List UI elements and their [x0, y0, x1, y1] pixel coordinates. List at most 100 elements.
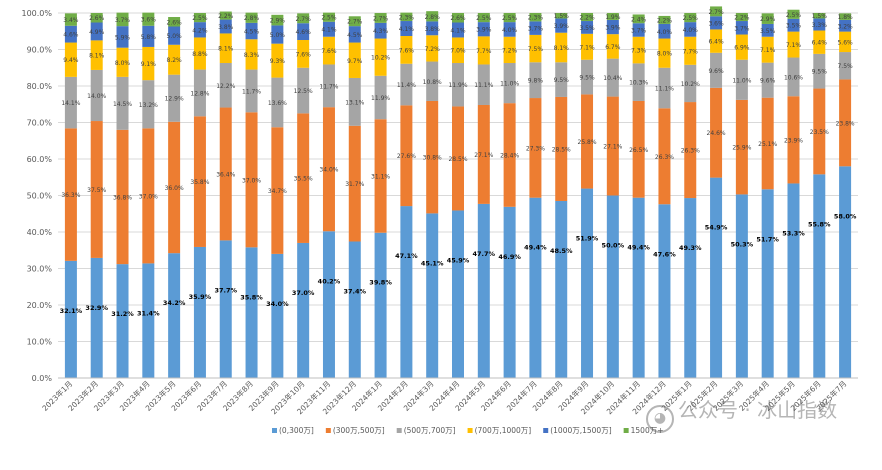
- y-tick-label: 90.0%: [27, 46, 53, 55]
- data-label: 3.7%: [734, 25, 750, 32]
- bar-segment: [142, 25, 155, 47]
- bar-segment: [787, 183, 800, 378]
- bar-segment: [477, 203, 490, 378]
- data-label: 35.8%: [190, 179, 209, 186]
- bar-segment: [374, 13, 387, 23]
- data-label: 26.3%: [655, 154, 674, 161]
- data-label: 2.2%: [218, 13, 234, 20]
- data-label: 9.6%: [760, 78, 776, 85]
- data-label: 5.6%: [837, 39, 853, 46]
- bar-segment: [219, 11, 232, 20]
- bar-segment: [529, 197, 542, 378]
- bar-segment: [477, 64, 490, 105]
- bar-segment: [168, 121, 181, 254]
- data-label: 28.5%: [552, 146, 571, 153]
- bar-segment: [219, 63, 232, 108]
- legend-swatch: [623, 428, 629, 433]
- bar-segment: [684, 36, 697, 65]
- data-label: 2.5%: [683, 15, 699, 22]
- data-label: 4.6%: [63, 32, 79, 39]
- bar-segment: [245, 247, 258, 378]
- data-label: 51.7%: [756, 235, 779, 243]
- bar-segment: [400, 63, 413, 106]
- bar-segment: [168, 26, 181, 45]
- bar-segment: [710, 29, 723, 53]
- bar-segment: [839, 19, 852, 32]
- bar-segment: [271, 43, 284, 78]
- data-label: 47.7%: [473, 250, 496, 258]
- bar-segment: [193, 246, 206, 378]
- bar-segment: [555, 62, 568, 97]
- bar-segment: [529, 62, 542, 99]
- data-label: 37.0%: [139, 193, 158, 200]
- legend-label: (0,300万]: [279, 426, 314, 435]
- bar-segment: [297, 13, 310, 24]
- data-label: 12.9%: [165, 96, 184, 103]
- legend-swatch: [543, 428, 549, 433]
- bar-segment: [452, 37, 464, 64]
- bar-segment: [90, 69, 103, 122]
- bar-segment: [658, 67, 671, 109]
- bar-segment: [710, 6, 723, 17]
- data-label: 2.5%: [786, 12, 802, 19]
- bar-segment: [735, 59, 748, 100]
- data-label: 5.9%: [115, 34, 131, 41]
- data-label: 31.1%: [371, 173, 390, 180]
- bar-segment: [761, 13, 774, 24]
- data-label: 49.4%: [627, 244, 650, 252]
- data-label: 2.2%: [734, 15, 750, 22]
- y-tick-label: 60.0%: [27, 155, 53, 164]
- data-label: 49.4%: [524, 244, 547, 252]
- bar-segment: [374, 232, 387, 378]
- data-label: 2.4%: [631, 16, 647, 23]
- bar-segment: [684, 22, 697, 37]
- bar-segment: [503, 13, 516, 23]
- bar-segment: [297, 113, 310, 243]
- data-label: 4.0%: [683, 27, 699, 34]
- bar-segment: [90, 13, 103, 23]
- bar-segment: [787, 9, 800, 19]
- data-label: 3.6%: [708, 20, 724, 27]
- data-label: 32.9%: [85, 304, 108, 312]
- bar-segment: [348, 42, 361, 78]
- bar-segment: [400, 206, 413, 378]
- data-label: 36.3%: [61, 192, 80, 199]
- data-label: 11.7%: [319, 83, 338, 90]
- data-label: 50.3%: [731, 240, 754, 248]
- data-label: 31.2%: [111, 310, 134, 318]
- bar-segment: [426, 100, 439, 214]
- data-label: 26.3%: [681, 148, 700, 155]
- data-label: 6.7%: [605, 44, 621, 51]
- bar-segment: [219, 107, 232, 241]
- data-label: 2.7%: [347, 19, 363, 26]
- bar-segment: [684, 13, 697, 23]
- data-label: 12.8%: [190, 90, 209, 97]
- bar-segment: [632, 197, 645, 378]
- data-label: 4.6%: [296, 29, 312, 36]
- bar-segment: [761, 189, 774, 378]
- data-label: 11.1%: [655, 86, 674, 93]
- data-label: 37.7%: [214, 286, 237, 294]
- bar-segment: [581, 13, 594, 22]
- data-label: 6.9%: [734, 45, 750, 52]
- bar-segment: [90, 22, 103, 41]
- bar-segment: [168, 44, 181, 75]
- y-tick-label: 80.0%: [27, 82, 53, 91]
- data-label: 10.2%: [681, 81, 700, 88]
- data-label: 3.5%: [786, 23, 802, 30]
- bar-segment: [374, 22, 387, 39]
- data-label: 3.9%: [554, 23, 570, 30]
- bar-segment: [322, 64, 335, 108]
- bar-segment: [400, 105, 413, 207]
- data-label: 36.4%: [216, 171, 235, 178]
- bar-segment: [322, 231, 335, 378]
- data-label: 10.3%: [629, 80, 648, 87]
- legend-label: (700万,1000万]: [475, 426, 532, 435]
- data-label: 14.5%: [113, 101, 132, 108]
- data-label: 2.2%: [579, 15, 595, 22]
- bar-segment: [142, 80, 155, 129]
- bar-segment: [477, 104, 490, 204]
- bar-segment: [271, 14, 284, 26]
- data-label: 5.0%: [270, 32, 286, 39]
- bar-segment: [64, 42, 77, 77]
